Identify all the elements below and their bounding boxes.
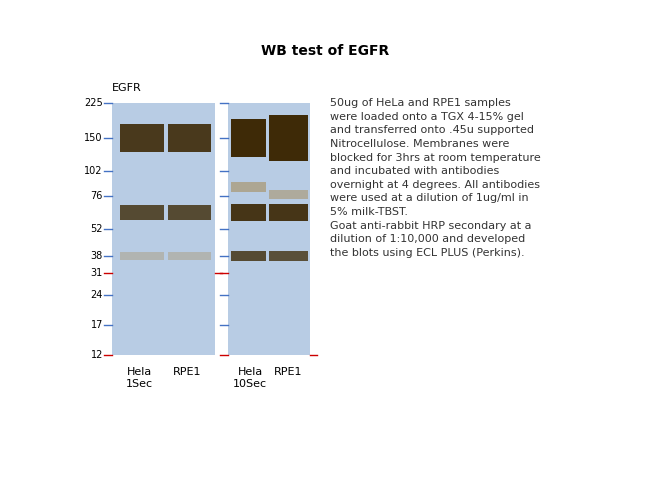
Bar bbox=[231, 203, 266, 221]
Bar bbox=[269, 251, 307, 261]
Text: 17: 17 bbox=[90, 320, 103, 330]
Text: 150: 150 bbox=[84, 133, 103, 143]
Text: 50ug of HeLa and RPE1 samples
were loaded onto a TGX 4-15% gel
and transferred o: 50ug of HeLa and RPE1 samples were loade… bbox=[330, 98, 540, 258]
Bar bbox=[120, 252, 164, 260]
Text: Hela
1Sec: Hela 1Sec bbox=[126, 367, 153, 389]
Bar bbox=[269, 115, 307, 161]
Bar bbox=[231, 251, 266, 261]
Text: 12: 12 bbox=[90, 350, 103, 360]
Bar bbox=[269, 189, 307, 199]
Text: 102: 102 bbox=[84, 166, 103, 176]
Bar bbox=[231, 182, 266, 192]
Bar bbox=[168, 205, 211, 220]
Bar bbox=[168, 252, 211, 260]
Text: 225: 225 bbox=[84, 98, 103, 108]
Text: RPE1: RPE1 bbox=[274, 367, 302, 377]
Text: 31: 31 bbox=[90, 268, 103, 279]
Text: EGFR: EGFR bbox=[112, 83, 142, 93]
Bar bbox=[269, 203, 307, 221]
Text: WB test of EGFR: WB test of EGFR bbox=[261, 44, 389, 58]
Text: 76: 76 bbox=[90, 191, 103, 202]
Text: 24: 24 bbox=[90, 290, 103, 301]
Bar bbox=[231, 119, 266, 157]
Bar bbox=[120, 205, 164, 220]
Bar bbox=[168, 124, 211, 152]
Text: RPE1: RPE1 bbox=[173, 367, 202, 377]
Text: 52: 52 bbox=[90, 224, 103, 234]
Text: 38: 38 bbox=[90, 251, 103, 261]
Text: Hela
10Sec: Hela 10Sec bbox=[233, 367, 267, 389]
Bar bbox=[120, 124, 164, 152]
